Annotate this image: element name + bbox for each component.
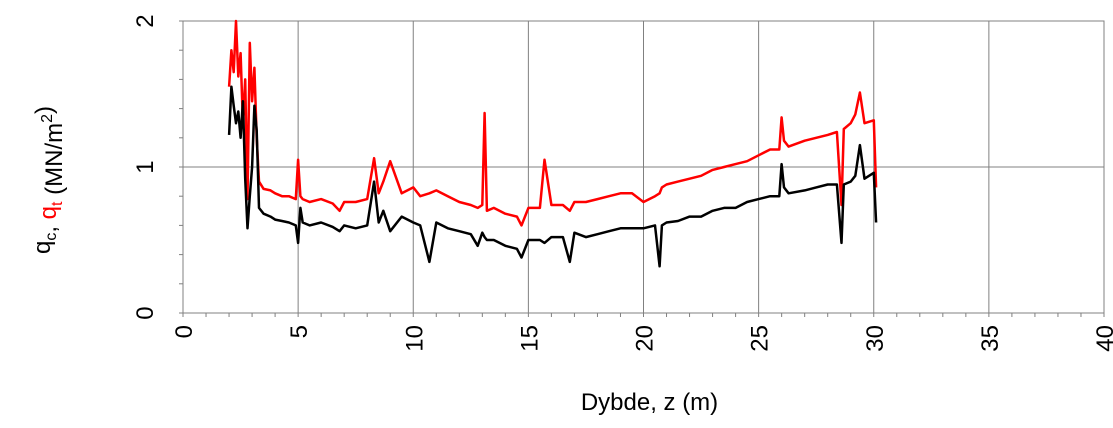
y-tick-label: 2 — [132, 14, 159, 27]
series-line-0 — [227, 85, 878, 268]
series-layer — [227, 19, 878, 268]
x-tick-label: 15 — [516, 325, 543, 352]
x-tick-label: 5 — [286, 325, 313, 338]
y-axis-title: qc, qt (MN/m2) — [29, 106, 68, 254]
y-axis-title-subscript: c — [43, 233, 60, 241]
y-tick-label: 1 — [132, 160, 159, 173]
x-tick-label: 40 — [1092, 325, 1113, 352]
x-axis-title: Dybde, z (m) — [581, 389, 718, 416]
y-axis-title-subscript: t — [49, 201, 66, 206]
x-tick-label: 35 — [977, 325, 1004, 352]
y-axis-title-part: q — [29, 241, 56, 254]
y-axis-title-part: (MN/m — [41, 123, 68, 202]
y-tick-label: 0 — [132, 306, 159, 319]
x-tick-label: 10 — [401, 325, 428, 352]
x-tick-label: 20 — [632, 325, 659, 352]
x-tick-label: 30 — [862, 325, 889, 352]
y-axis-title-part: q — [35, 206, 62, 219]
x-tick-label: 25 — [747, 325, 774, 352]
minor-ticks — [179, 20, 1105, 317]
y-axis-title-part: ) — [31, 106, 58, 114]
y-axis-title-superscript: 2 — [39, 114, 56, 123]
x-tick-label: 0 — [171, 325, 198, 338]
y-axis-title-part: , — [35, 219, 62, 232]
series-line-1 — [227, 19, 878, 227]
x-tick-labels: 0 5 10 15 20 25 30 35 40 — [171, 325, 1113, 352]
y-tick-labels: 0 1 2 — [132, 14, 159, 319]
